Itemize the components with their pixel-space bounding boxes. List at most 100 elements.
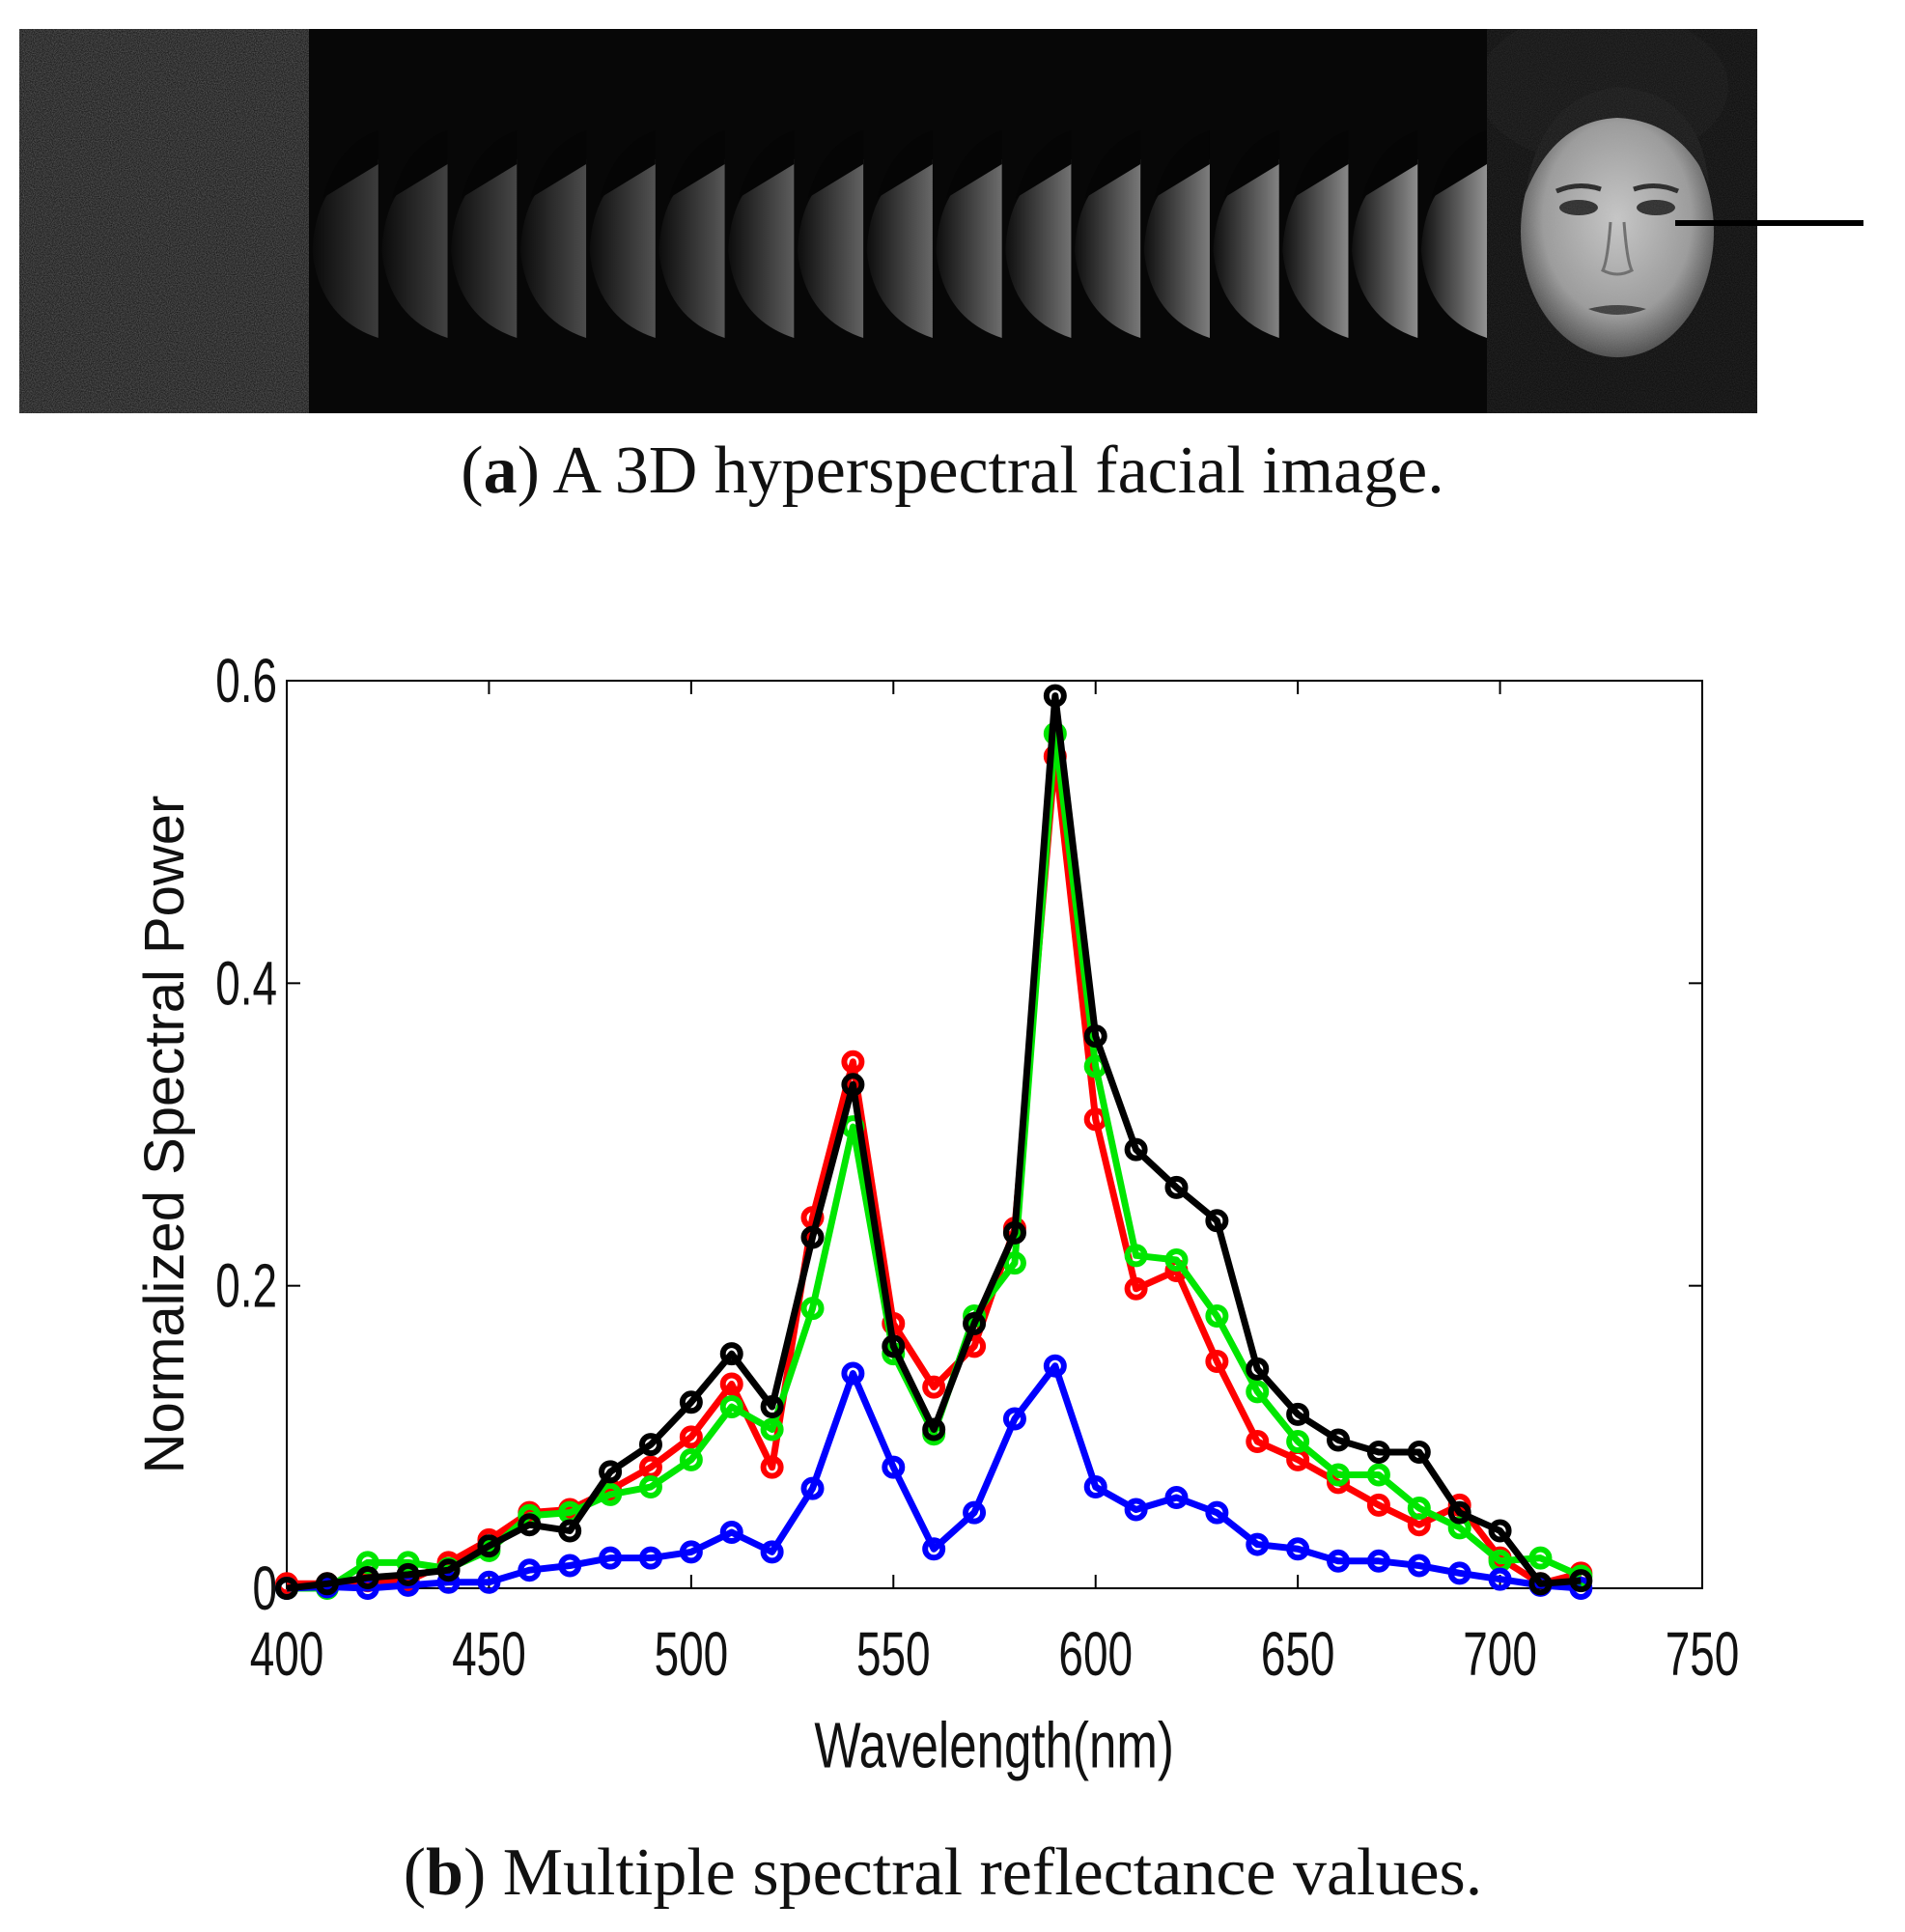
data-point-blue	[1083, 1475, 1107, 1499]
series-line-red	[287, 752, 1583, 1587]
data-point-blue	[760, 1540, 784, 1564]
data-point-green	[599, 1482, 623, 1506]
data-point-black	[518, 1513, 542, 1537]
data-point-blue	[963, 1500, 987, 1525]
band-slice	[1005, 159, 1072, 338]
caption-a-letter: a	[483, 434, 518, 508]
band-slice-hair	[877, 130, 933, 198]
data-point-blue	[1488, 1567, 1512, 1591]
x-tick-label: 450	[452, 1618, 526, 1689]
data-point-blue	[800, 1476, 825, 1500]
series-blue	[275, 1354, 1593, 1600]
data-point-green	[396, 1551, 420, 1575]
y-tick-label: 0.6	[215, 645, 277, 715]
axis-ticks: 400 450 500 550 600 650 700 750 0 0.2 0.4 0.6	[215, 645, 1739, 1689]
data-point-blue	[436, 1570, 461, 1594]
series-black	[275, 684, 1593, 1600]
band-slice	[519, 159, 587, 338]
data-point-black	[1246, 1357, 1270, 1381]
data-point-green	[1124, 1244, 1148, 1268]
data-point-red	[922, 1375, 946, 1399]
caption-b-letter: b	[426, 1835, 463, 1910]
data-point-black	[275, 1577, 298, 1600]
x-tick-label: 700	[1463, 1618, 1537, 1689]
data-point-black	[599, 1460, 623, 1484]
data-point-black	[882, 1334, 906, 1358]
data-point-red	[841, 1050, 865, 1074]
band-slice-hair	[1154, 130, 1210, 198]
band-slice-hair	[392, 130, 448, 198]
band-slice	[1420, 159, 1487, 338]
band-slice-hair	[669, 130, 725, 198]
data-point-black	[558, 1519, 582, 1543]
band-slice-hair	[1293, 130, 1349, 198]
series-line-blue	[286, 1362, 1582, 1592]
data-point-blue	[719, 1521, 743, 1545]
data-point-blue	[477, 1570, 501, 1594]
data-point-black	[315, 1572, 339, 1596]
data-point-green	[1002, 1251, 1026, 1275]
band-slice-hair	[1016, 130, 1072, 198]
data-point-black	[396, 1562, 420, 1586]
data-point-red	[1246, 1430, 1270, 1454]
data-point-blue	[1002, 1407, 1026, 1431]
data-point-red	[1366, 1493, 1390, 1517]
data-point-black	[1569, 1569, 1593, 1593]
data-point-blue	[1164, 1486, 1189, 1509]
band-slice	[1282, 159, 1349, 338]
data-point-red	[1124, 1276, 1148, 1301]
data-point-black	[1043, 684, 1067, 708]
x-tick-label: 550	[856, 1618, 931, 1689]
data-point-black	[1164, 1175, 1189, 1199]
x-axis-label: Wavelength(nm)	[814, 1709, 1173, 1781]
caption-b-text: Multiple spectral reflectance values.	[502, 1835, 1483, 1910]
data-point-green	[638, 1475, 662, 1499]
data-point-black	[841, 1073, 865, 1097]
data-point-blue	[1366, 1549, 1390, 1573]
data-point-black	[1488, 1519, 1512, 1543]
series-red	[275, 744, 1593, 1596]
x-tick-label: 400	[250, 1618, 324, 1689]
band-slice-hair	[322, 130, 378, 198]
data-point-red	[679, 1425, 703, 1449]
band-slice	[1075, 159, 1141, 338]
data-point-blue	[518, 1558, 542, 1582]
data-point-blue	[1246, 1532, 1270, 1556]
x-tick-label: 650	[1261, 1618, 1335, 1689]
data-point-green	[1286, 1430, 1310, 1454]
data-point-black	[1528, 1572, 1553, 1596]
data-point-black	[679, 1390, 703, 1414]
caption-a: (a) A 3D hyperspectral facial image.	[461, 434, 1444, 508]
data-point-blue	[1043, 1354, 1067, 1378]
data-point-black	[1205, 1209, 1229, 1233]
data-point-black	[1447, 1500, 1471, 1525]
pointer-line	[1675, 220, 1863, 226]
hyperspectral-face-image	[19, 29, 1757, 413]
data-point-blue	[599, 1546, 623, 1570]
y-tick-label: 0.2	[215, 1250, 277, 1321]
data-point-blue	[679, 1540, 703, 1564]
x-tick-label: 500	[655, 1618, 729, 1689]
band-slice	[728, 159, 795, 338]
band-slice	[589, 159, 656, 338]
band-slice-hair	[807, 130, 864, 198]
caption-a-text: A 3D hyperspectral facial image.	[552, 434, 1444, 508]
data-point-black	[477, 1534, 501, 1558]
data-point-red	[719, 1372, 743, 1396]
data-point-red	[1205, 1350, 1229, 1373]
band-slice	[1143, 159, 1210, 338]
band-slice	[451, 159, 518, 338]
x-tick-label: 600	[1058, 1618, 1133, 1689]
caption-b: (b) Multiple spectral reflectance values…	[403, 1835, 1483, 1910]
data-point-blue	[1447, 1561, 1471, 1585]
noise-band	[174, 29, 309, 413]
data-point-blue	[1124, 1498, 1148, 1522]
face-final-band	[1487, 29, 1757, 413]
band-slice	[936, 159, 1002, 338]
y-tick-label: 0	[252, 1553, 277, 1623]
data-point-green	[760, 1417, 784, 1442]
data-point-green	[679, 1447, 703, 1471]
data-point-green	[800, 1297, 825, 1321]
data-point-black	[1327, 1428, 1351, 1452]
data-point-black	[436, 1558, 461, 1582]
